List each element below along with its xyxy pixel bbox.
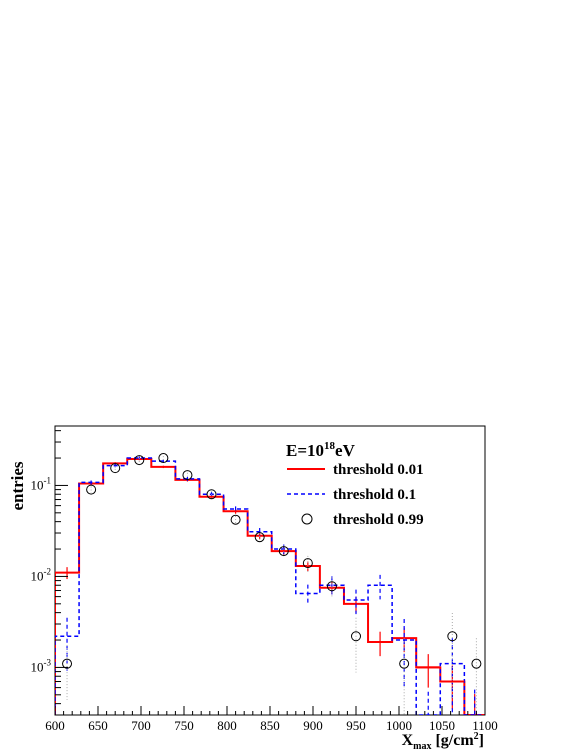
data-point: [230, 514, 241, 525]
data-point: [158, 453, 169, 464]
y-axis-label: entries: [8, 461, 27, 510]
x-tick-label: 600: [45, 718, 65, 733]
data-point: [351, 631, 361, 642]
data-point: [278, 546, 289, 557]
legend: E=1018eV threshold 0.01 threshold 0.1 thres…: [286, 440, 424, 528]
data-point: [110, 463, 121, 474]
data-point: [471, 658, 482, 669]
data-point: [447, 631, 458, 642]
legend-label: threshold 0.1: [333, 487, 416, 503]
series-line-0: [55, 458, 485, 715]
data-point: [134, 455, 145, 466]
x-tick-label: 650: [88, 718, 108, 733]
data-point: [302, 558, 313, 569]
x-axis-label: Xmax [g/cm2]: [402, 731, 484, 752]
x-tick-label: 950: [346, 718, 366, 733]
x-tick-label: 900: [303, 718, 323, 733]
data-point: [62, 658, 73, 669]
x-tick-label: 1000: [386, 718, 412, 733]
data-point: [399, 658, 410, 669]
y-tick-label: 10-2: [31, 566, 52, 583]
series-line-1: [55, 457, 485, 715]
data-point: [206, 489, 217, 500]
x-tick-label: 800: [217, 718, 237, 733]
y-tick-label: 10-3: [31, 657, 52, 674]
legend-label: threshold 0.01: [333, 462, 424, 478]
legend-marker-circle: [301, 513, 313, 525]
legend-title: E=1018eV: [286, 440, 356, 460]
x-tick-label: 1100: [472, 718, 498, 733]
data-point: [326, 581, 337, 592]
x-tick-label: 850: [260, 718, 280, 733]
x-tick-label: 1050: [429, 718, 455, 733]
x-tick-label: 700: [131, 718, 151, 733]
data-point: [254, 532, 265, 543]
data-point: [86, 484, 97, 495]
y-tick-label: 10-1: [31, 475, 52, 492]
x-tick-label: 750: [174, 718, 194, 733]
data-point: [182, 470, 193, 481]
legend-label: threshold 0.99: [333, 512, 424, 528]
